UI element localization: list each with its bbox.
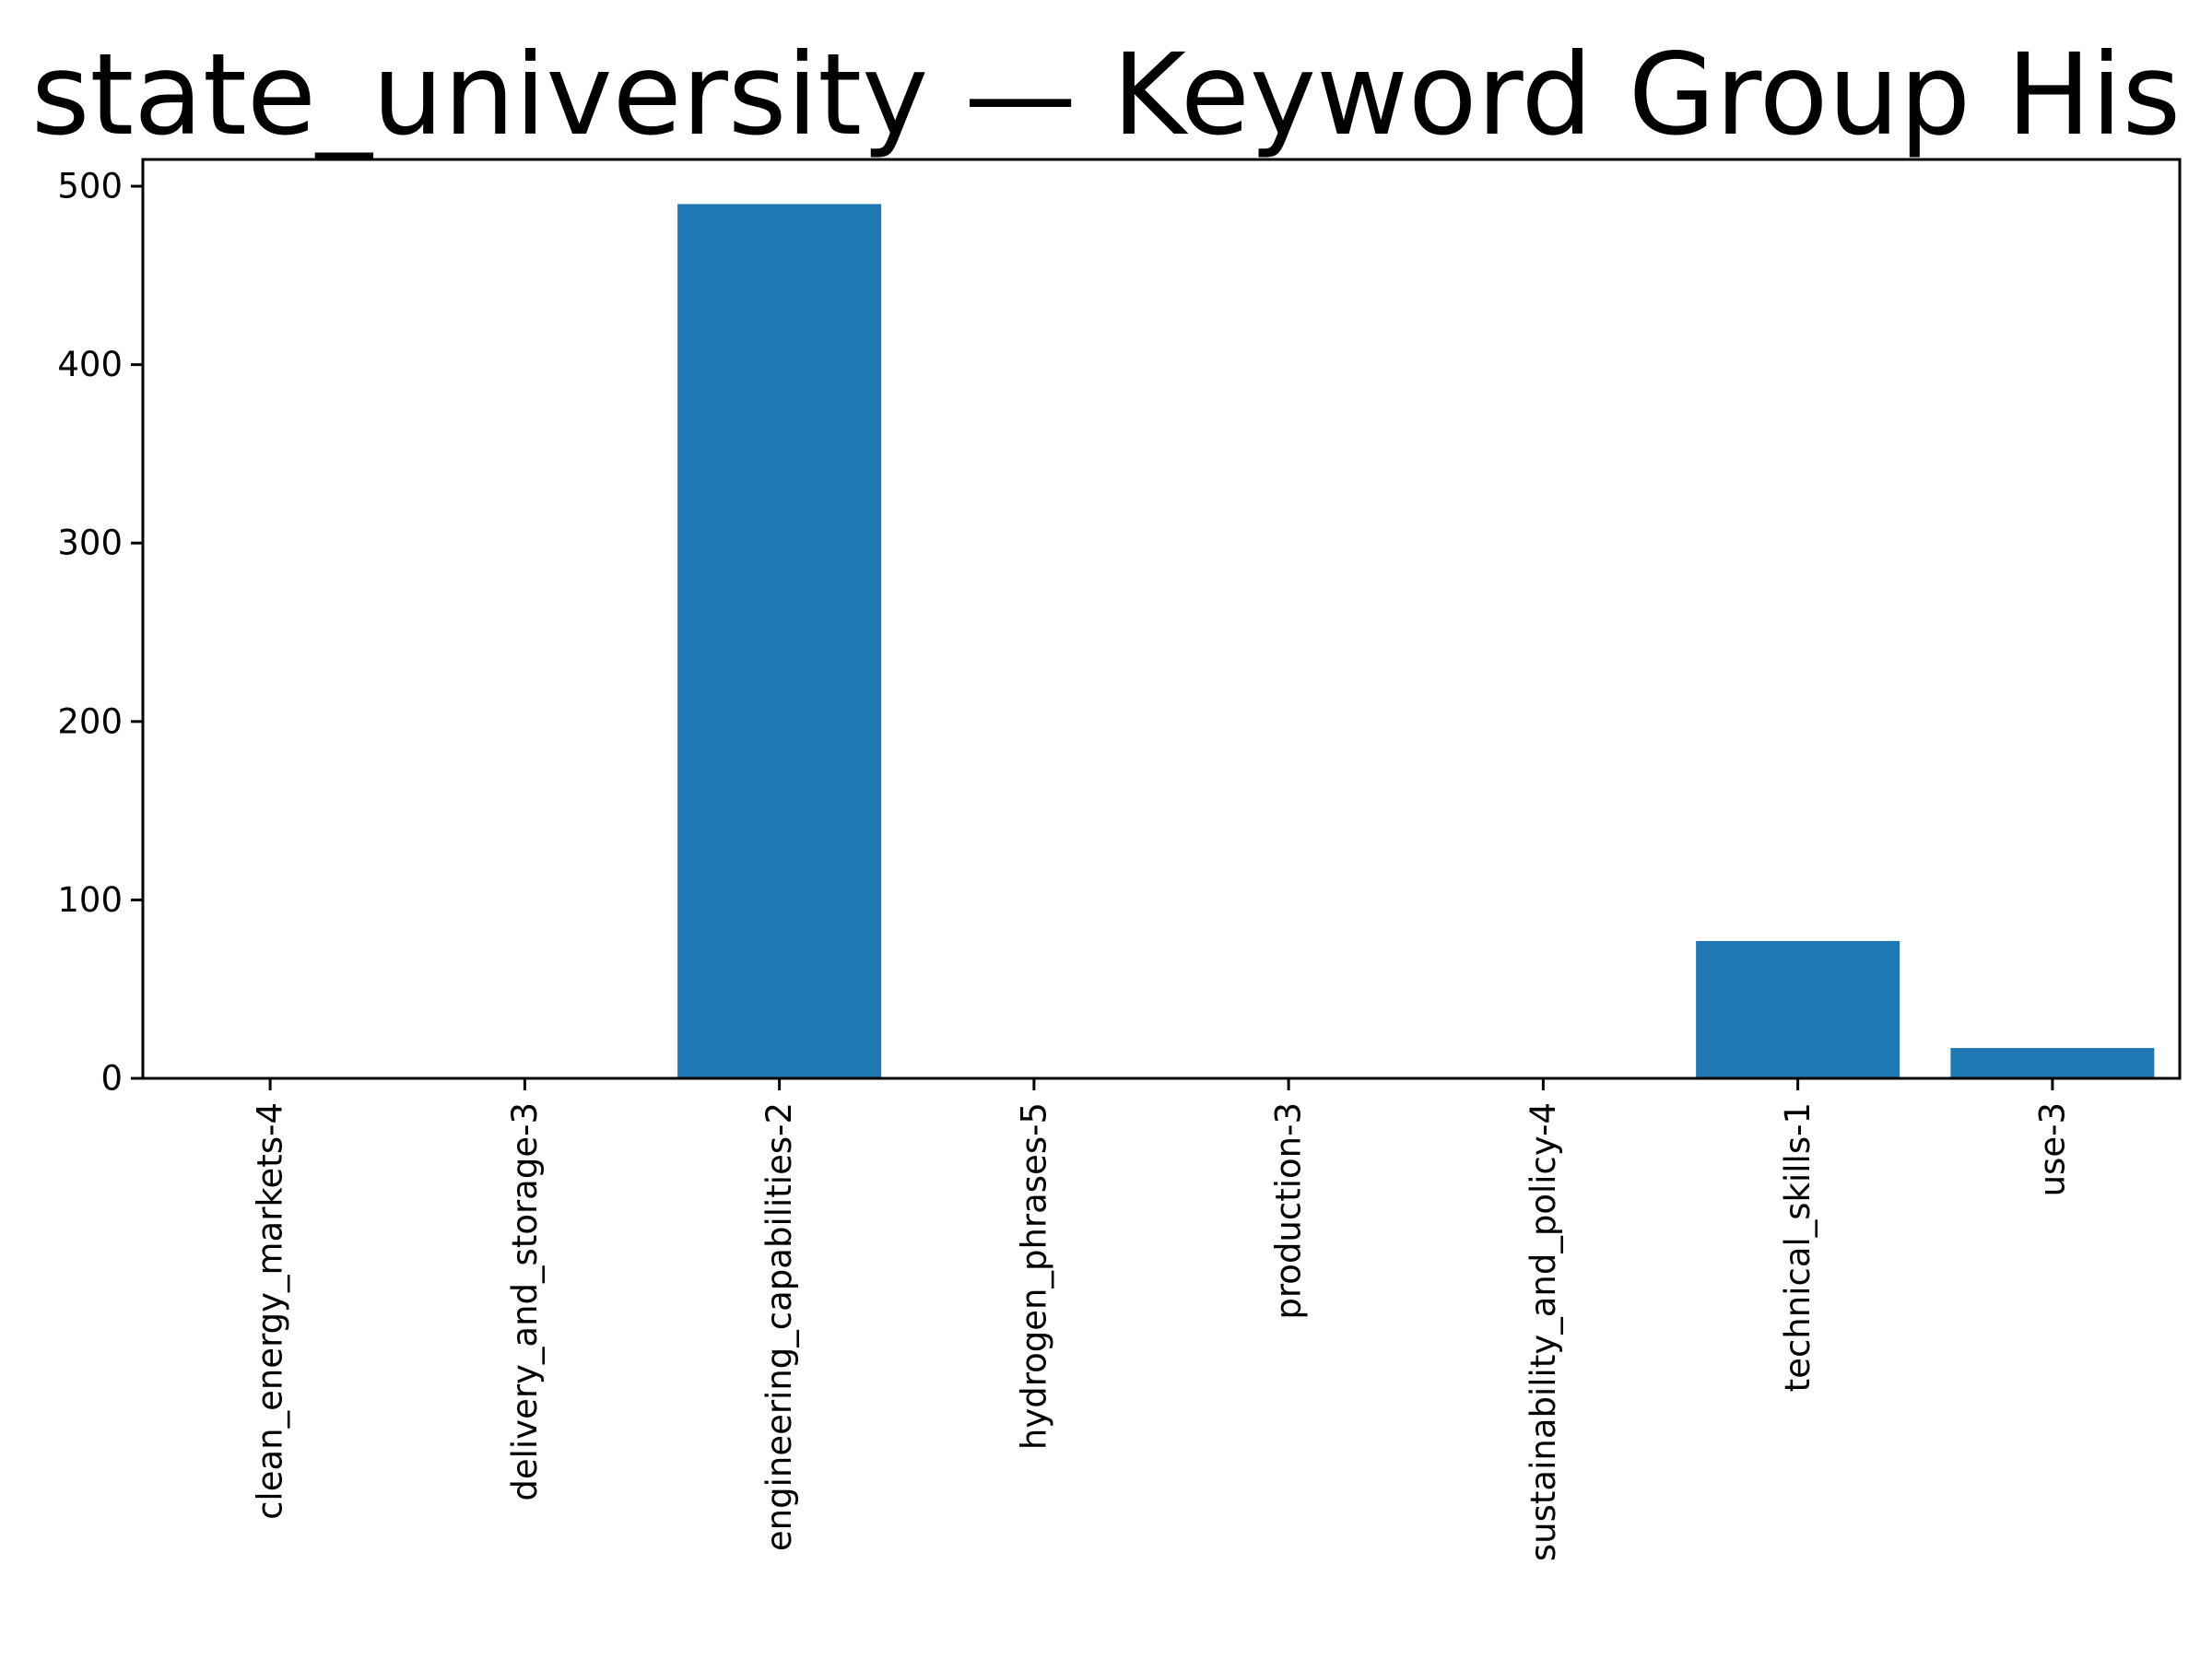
x-tick-label: clean_energy_markets-4	[251, 1102, 290, 1520]
bar-technical_skills-1	[1696, 940, 1900, 1078]
bar-use-3	[1950, 1048, 2155, 1078]
y-tick-label: 100	[57, 880, 123, 920]
x-tick-label: sustainability_and_policy-4	[1524, 1102, 1563, 1561]
x-tick-label: production-3	[1269, 1102, 1309, 1320]
y-tick-label: 400	[57, 345, 123, 384]
y-tick-label: 300	[57, 524, 123, 563]
bar-engineering_capabilities-2	[677, 204, 882, 1078]
bars-group	[677, 204, 2155, 1078]
x-axis: clean_energy_markets-4 delivery_and_stora…	[251, 1078, 2072, 1561]
chart-title: state_university — Keyword Group His	[31, 29, 2181, 160]
x-tick-label: delivery_and_storage-3	[505, 1102, 545, 1501]
y-tick-label: 200	[57, 701, 123, 741]
x-tick-label: technical_skills-1	[1778, 1102, 1818, 1392]
x-tick-label: use-3	[2032, 1102, 2072, 1196]
y-tick-label: 0	[100, 1059, 123, 1099]
y-tick-label: 500	[57, 167, 123, 206]
x-tick-label: hydrogen_phrases-5	[1014, 1102, 1053, 1450]
y-axis: 0 100 200 300 400 500	[57, 167, 143, 1099]
x-tick-label: engineering_capabilities-2	[759, 1102, 799, 1551]
plot-frame	[141, 158, 2182, 1080]
